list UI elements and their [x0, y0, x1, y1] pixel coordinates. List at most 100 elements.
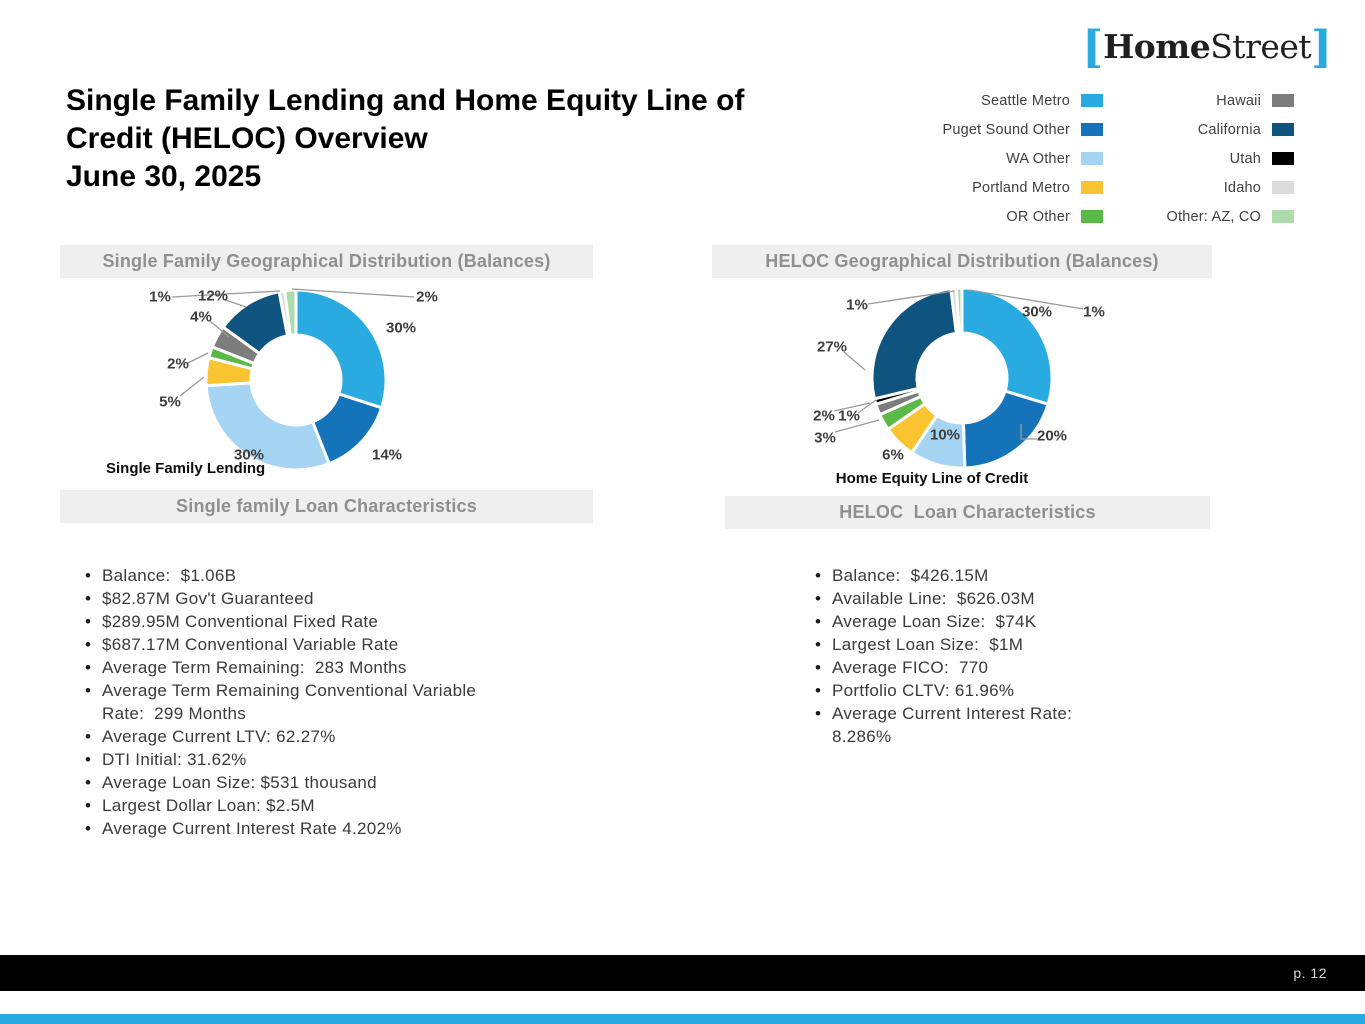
bullet-item: DTI Initial: 31.62%	[85, 748, 505, 771]
heloc-slice-label-wa-other: 10%	[929, 426, 961, 444]
bullet-item: $82.87M Gov't Guaranteed	[85, 587, 505, 610]
legend-label: Utah	[1229, 150, 1261, 167]
label-leader-line	[1020, 424, 1037, 440]
logo-text-street: Street	[1210, 27, 1312, 66]
sf-chart-section-header: Single Family Geographical Distribution …	[60, 245, 593, 278]
heloc-slice-label-puget-sound-other: 20%	[1036, 427, 1068, 445]
donut-slice-other-az-co	[954, 286, 964, 335]
heloc-donut-chart: 30% 20% 10% 6% 3% 2% 1% 27% 1% 1% Home E…	[712, 282, 1252, 492]
sf-donut-chart: 30% 14% 30% 5% 2% 4% 12% 1% 2% Single Fa…	[56, 282, 596, 492]
label-leader-line	[834, 419, 880, 433]
legend-item-seattle-metro: Seattle Metro	[918, 86, 1103, 115]
label-leader-line	[843, 351, 866, 371]
sf-donut-svg	[171, 288, 415, 472]
heloc-slice-label-other-az-co: 1%	[1083, 303, 1105, 321]
legend-item-hawaii: Hawaii	[1119, 86, 1294, 115]
label-leader-line	[857, 399, 877, 414]
heloc-donut-svg	[833, 286, 1084, 470]
legend-item-utah: Utah	[1119, 144, 1294, 173]
bullet-item: $687.17M Conventional Variable Rate	[85, 633, 505, 656]
legend-label: California	[1197, 121, 1261, 138]
bullet-item: Average Term Remaining: 283 Months	[85, 656, 505, 679]
bullet-item: Average FICO: 770	[815, 656, 1095, 679]
bullet-item: Largest Dollar Loan: $2.5M	[85, 794, 505, 817]
sf-slice-label-or-other: 2%	[167, 355, 189, 373]
label-leader-line	[968, 289, 1084, 310]
donut-slice-other-az-co	[283, 288, 298, 337]
heloc-slice-label-hawaii: 2%	[813, 407, 835, 425]
bullet-item: Average Current LTV: 62.27%	[85, 725, 505, 748]
donut-slice-seattle-metro	[294, 288, 388, 410]
homestreet-logo: [HomeStreet]	[1082, 26, 1332, 70]
legend-swatch	[1081, 181, 1103, 194]
bullet-item: Portfolio CLTV: 61.96%	[815, 679, 1095, 702]
sf-slice-label-other-az-co: 2%	[416, 288, 438, 306]
label-leader-line	[867, 290, 955, 305]
bullet-item: Average Term Remaining Conventional Vari…	[85, 679, 505, 725]
title-line-2: Credit (HELOC) Overview	[66, 122, 428, 155]
sf-slice-label-idaho: 1%	[149, 288, 171, 306]
logo-text-home: Home	[1103, 27, 1211, 66]
legend-item-portland-metro: Portland Metro	[918, 173, 1103, 202]
legend-item-idaho: Idaho	[1119, 173, 1294, 202]
title-line-1: Single Family Lending and Home Equity Li…	[66, 84, 745, 117]
legend-swatch	[1081, 123, 1103, 136]
sf-axis-label: Single Family Lending	[106, 460, 266, 477]
legend-item-california: California	[1119, 115, 1294, 144]
label-leader-line	[171, 290, 281, 298]
sf-slice-label-hawaii: 4%	[190, 308, 212, 326]
legend-item-wa-other: WA Other	[918, 144, 1103, 173]
legend-label: Hawaii	[1216, 92, 1261, 109]
bullet-item: Balance: $426.15M	[815, 564, 1095, 587]
heloc-slice-label-seattle-metro: 30%	[1021, 303, 1053, 321]
legend-swatch	[1081, 94, 1103, 107]
sf-characteristics-header: Single family Loan Characteristics	[60, 490, 593, 523]
bullet-item: Largest Loan Size: $1M	[815, 633, 1095, 656]
legend-swatch	[1272, 152, 1294, 165]
heloc-chart-section-header: HELOC Geographical Distribution (Balance…	[712, 245, 1212, 278]
donut-slice-puget-sound-other	[961, 389, 1050, 470]
legend-swatch	[1272, 181, 1294, 194]
legend-swatch	[1272, 123, 1294, 136]
logo-bracket-right: ]	[1311, 22, 1332, 73]
sf-slice-label-portland-metro: 5%	[159, 393, 181, 411]
legend-swatch	[1081, 210, 1103, 223]
bullet-item: Average Loan Size: $74K	[815, 610, 1095, 633]
legend-column-1: Seattle Metro Puget Sound Other WA Other Po…	[918, 86, 1103, 231]
label-leader-line	[833, 402, 871, 412]
legend-label: Portland Metro	[972, 179, 1070, 196]
sf-slice-label-california: 12%	[197, 287, 229, 305]
legend-item-puget-sound-other: Puget Sound Other	[918, 115, 1103, 144]
label-leader-line	[187, 352, 209, 364]
legend-label: WA Other	[1006, 150, 1070, 167]
legend-label: Seattle Metro	[981, 92, 1070, 109]
bottom-accent-bar	[0, 1014, 1365, 1024]
label-leader-line	[179, 376, 205, 397]
bullet-item: Balance: $1.06B	[85, 564, 505, 587]
sf-slice-label-seattle-metro: 30%	[385, 319, 417, 337]
title-line-3: June 30, 2025	[66, 160, 262, 193]
bullet-item: Average Loan Size: $531 thousand	[85, 771, 505, 794]
bullet-item: Average Current Interest Rate: 8.286%	[815, 702, 1095, 748]
legend-swatch	[1081, 152, 1103, 165]
label-leader-line	[222, 298, 247, 308]
donut-slice-wa-other	[204, 381, 331, 472]
legend-item-other-az-co: Other: AZ, CO	[1119, 202, 1294, 231]
legend-label: OR Other	[1006, 208, 1070, 225]
legend-label: Idaho	[1223, 179, 1261, 196]
page-number: p. 12	[1293, 965, 1327, 981]
heloc-axis-label: Home Equity Line of Credit	[835, 470, 1029, 487]
legend-swatch	[1272, 210, 1294, 223]
heloc-slice-label-utah: 1%	[838, 407, 860, 425]
heloc-characteristics-header: HELOC Loan Characteristics	[725, 496, 1210, 529]
page-title: Single Family Lending and Home Equity Li…	[66, 82, 886, 196]
donut-slice-seattle-metro	[960, 286, 1054, 406]
logo-bracket-left: [	[1082, 22, 1104, 73]
bullet-item: Available Line: $626.03M	[815, 587, 1095, 610]
sf-characteristics-list: Balance: $1.06B$82.87M Gov't Guaranteed$…	[85, 564, 505, 840]
heloc-characteristics-list: Balance: $426.15MAvailable Line: $626.03…	[815, 564, 1095, 748]
bullet-item: $289.95M Conventional Fixed Rate	[85, 610, 505, 633]
label-leader-line	[209, 320, 230, 338]
legend-swatch	[1272, 94, 1294, 107]
heloc-slice-label-or-other: 3%	[814, 429, 836, 447]
